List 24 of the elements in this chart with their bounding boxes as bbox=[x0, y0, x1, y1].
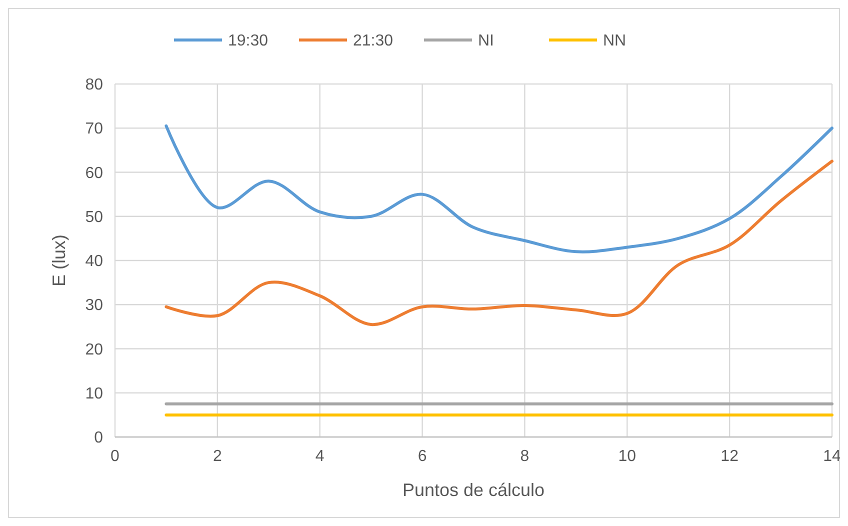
y-tick-label: 20 bbox=[85, 341, 104, 358]
y-tick-label: 70 bbox=[85, 120, 104, 138]
x-tick-label: 2 bbox=[212, 448, 222, 465]
y-tick-label: 50 bbox=[85, 208, 104, 226]
y-tick-label: 60 bbox=[85, 164, 104, 182]
x-axis-title: Puntos de cálculo bbox=[402, 480, 545, 500]
x-tick-label: 10 bbox=[618, 448, 636, 465]
x-tick-label: 8 bbox=[520, 448, 530, 465]
x-tick-label: 12 bbox=[720, 448, 739, 465]
line-series bbox=[164, 160, 834, 326]
legend-label: 19:30 bbox=[228, 32, 268, 50]
legend-label: NI bbox=[478, 32, 494, 50]
x-tick-label: 6 bbox=[418, 448, 427, 465]
x-tick-label: 0 bbox=[110, 448, 120, 465]
y-tick-label: 0 bbox=[94, 430, 104, 447]
y-tick-label: 80 bbox=[85, 76, 104, 94]
y-tick-label: 40 bbox=[85, 253, 104, 270]
x-tick-label: 4 bbox=[315, 448, 324, 465]
y-tick-label: 30 bbox=[85, 297, 104, 314]
legend-label: 21:30 bbox=[353, 32, 394, 50]
legend-label: NN bbox=[603, 32, 626, 50]
y-axis-title: E (lux) bbox=[49, 234, 69, 287]
line-series bbox=[164, 124, 834, 254]
y-tick-label: 10 bbox=[85, 385, 104, 402]
